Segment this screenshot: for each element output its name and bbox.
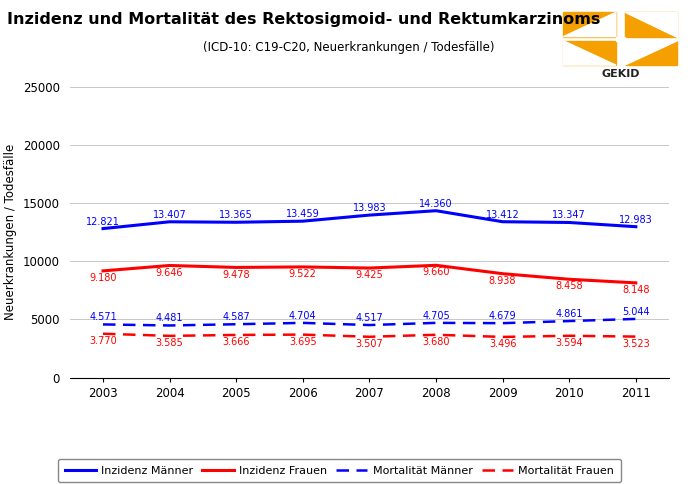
Text: GEKID: GEKID: [601, 69, 640, 79]
Bar: [625, 12, 677, 37]
Text: 9.646: 9.646: [156, 268, 183, 277]
Text: 3.680: 3.680: [422, 337, 450, 347]
Text: 3.666: 3.666: [222, 337, 250, 347]
Polygon shape: [563, 41, 616, 65]
Text: 3.770: 3.770: [89, 336, 117, 346]
Text: 13.365: 13.365: [220, 210, 253, 220]
Text: 8.458: 8.458: [556, 281, 583, 291]
Text: 9.522: 9.522: [289, 269, 316, 279]
Text: 13.407: 13.407: [153, 210, 187, 220]
Text: 12.821: 12.821: [86, 216, 120, 227]
Text: 14.360: 14.360: [419, 198, 453, 209]
Text: 4.704: 4.704: [289, 311, 316, 321]
Text: 9.425: 9.425: [355, 270, 383, 280]
Text: (ICD-10: C19-C20, Neuerkrankungen / Todesfälle): (ICD-10: C19-C20, Neuerkrankungen / Tode…: [203, 41, 494, 54]
Text: 4.571: 4.571: [89, 312, 117, 322]
Bar: [616, 37, 625, 41]
Text: 4.679: 4.679: [489, 311, 516, 321]
Polygon shape: [625, 12, 677, 37]
Text: 4.517: 4.517: [355, 313, 383, 323]
Text: 4.481: 4.481: [156, 313, 183, 323]
Text: 13.459: 13.459: [286, 209, 320, 219]
Polygon shape: [563, 12, 616, 37]
Legend: Inzidenz Männer, Inzidenz Frauen, Mortalität Männer, Mortalität Frauen: Inzidenz Männer, Inzidenz Frauen, Mortal…: [58, 459, 621, 483]
Bar: [625, 41, 677, 65]
Text: 9.660: 9.660: [422, 267, 450, 277]
Y-axis label: Neuerkrankungen / Todesfälle: Neuerkrankungen / Todesfälle: [4, 144, 17, 320]
Text: 8.938: 8.938: [489, 276, 516, 286]
Bar: [563, 41, 616, 65]
Text: 3.507: 3.507: [355, 339, 383, 349]
Text: 3.695: 3.695: [289, 337, 316, 347]
Text: 3.594: 3.594: [556, 338, 583, 348]
Text: 13.347: 13.347: [552, 211, 586, 220]
Text: 4.587: 4.587: [222, 312, 250, 322]
Text: 4.861: 4.861: [556, 309, 583, 319]
Text: 3.496: 3.496: [489, 339, 516, 349]
Polygon shape: [625, 41, 677, 65]
Text: 5.044: 5.044: [622, 307, 650, 317]
Text: 9.180: 9.180: [89, 273, 117, 283]
Text: 13.412: 13.412: [486, 210, 519, 220]
Text: 13.983: 13.983: [353, 203, 386, 213]
Text: 9.478: 9.478: [222, 270, 250, 280]
Text: 4.705: 4.705: [422, 311, 450, 321]
Text: 12.983: 12.983: [619, 214, 652, 225]
Text: 3.523: 3.523: [622, 339, 650, 348]
Text: Inzidenz und Mortalität des Rektosigmoid- und Rektumkarzinoms: Inzidenz und Mortalität des Rektosigmoid…: [7, 12, 600, 27]
Text: 3.585: 3.585: [155, 338, 183, 348]
Text: 8.148: 8.148: [622, 285, 650, 295]
Bar: [563, 12, 616, 37]
